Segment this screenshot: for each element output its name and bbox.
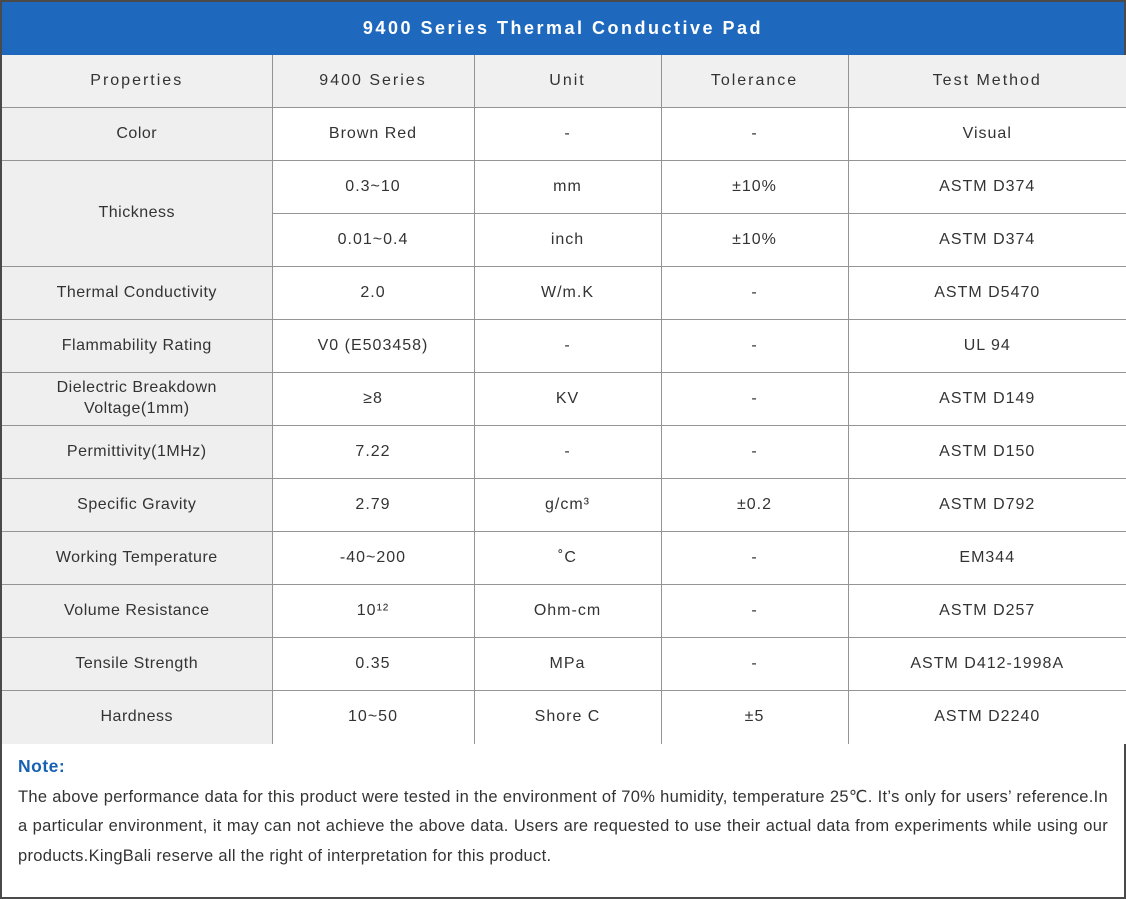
property-cell: Volume Resistance <box>1 584 273 638</box>
test-method-cell: EM344 <box>847 531 1126 585</box>
table-row: Thickness 0.3~10 mm ±10% ASTM D374 <box>1 160 1126 267</box>
unit-cell: ˚C <box>473 531 662 585</box>
header-row: Properties 9400 Series Unit Tolerance Te… <box>1 54 1126 108</box>
property-cell: Thermal Conductivity <box>1 266 273 320</box>
table-row: Color Brown Red - - Visual <box>1 107 1126 161</box>
unit-cell: mm <box>473 160 662 214</box>
series-value-cell: 0.01~0.4 <box>271 213 475 267</box>
tolerance-cell: - <box>660 319 849 373</box>
series-value-cell: 0.3~10 <box>271 160 475 214</box>
tolerance-cell: ±0.2 <box>660 478 849 532</box>
table-row: Thermal Conductivity 2.0 W/m.K - ASTM D5… <box>1 266 1126 320</box>
series-value-cell: 2.79 <box>271 478 475 532</box>
unit-cell: KV <box>473 372 662 426</box>
note-text: The above performance data for this prod… <box>18 787 1108 865</box>
table-row: Dielectric Breakdown Voltage(1mm) ≥8 KV … <box>1 372 1126 426</box>
spec-table: Properties 9400 Series Unit Tolerance Te… <box>1 54 1126 744</box>
table-row: Working Temperature -40~200 ˚C - EM344 <box>1 531 1126 585</box>
page-title: 9400 Series Thermal Conductive Pad <box>362 18 764 38</box>
tolerance-cell: - <box>660 531 849 585</box>
test-method-cell: ASTM D374 <box>847 160 1126 214</box>
test-method-cell: ASTM D412-1998A <box>847 637 1126 691</box>
note-section: Note: The above performance data for thi… <box>2 744 1124 898</box>
unit-cell: - <box>473 425 662 479</box>
test-method-cell: ASTM D150 <box>847 425 1126 479</box>
unit-cell: inch <box>473 213 662 267</box>
test-method-cell: UL 94 <box>847 319 1126 373</box>
tolerance-cell: ±10% <box>660 160 849 214</box>
column-header-tolerance: Tolerance <box>660 54 849 108</box>
tolerance-cell: - <box>660 107 849 161</box>
property-cell: Permittivity(1MHz) <box>1 425 273 479</box>
property-cell: Hardness <box>1 690 273 744</box>
table-row: 0.01~0.4 inch ±10% ASTM D374 <box>2 213 1126 267</box>
table-row: Flammability Rating V0 (E503458) - - UL … <box>1 319 1126 373</box>
test-method-cell: ASTM D149 <box>847 372 1126 426</box>
series-value-cell: -40~200 <box>271 531 475 585</box>
table-row: Specific Gravity 2.79 g/cm³ ±0.2 ASTM D7… <box>1 478 1126 532</box>
tolerance-cell: - <box>660 372 849 426</box>
unit-cell: Ohm-cm <box>473 584 662 638</box>
tolerance-cell: - <box>660 266 849 320</box>
property-cell: Dielectric Breakdown Voltage(1mm) <box>1 372 273 426</box>
test-method-cell: Visual <box>847 107 1126 161</box>
column-header-properties: Properties <box>1 54 273 108</box>
table-row: Tensile Strength 0.35 MPa - ASTM D412-19… <box>1 637 1126 691</box>
unit-cell: g/cm³ <box>473 478 662 532</box>
series-value-cell: ≥8 <box>271 372 475 426</box>
tolerance-cell: - <box>660 637 849 691</box>
table-row: Permittivity(1MHz) 7.22 - - ASTM D150 <box>1 425 1126 479</box>
series-value-cell: V0 (E503458) <box>271 319 475 373</box>
unit-cell: Shore C <box>473 690 662 744</box>
series-value-cell: 7.22 <box>271 425 475 479</box>
table-row: Volume Resistance 10¹² Ohm-cm - ASTM D25… <box>1 584 1126 638</box>
test-method-cell: ASTM D792 <box>847 478 1126 532</box>
property-cell: Working Temperature <box>1 531 273 585</box>
tolerance-cell: - <box>660 584 849 638</box>
title-bar: 9400 Series Thermal Conductive Pad <box>2 2 1124 55</box>
test-method-cell: ASTM D2240 <box>847 690 1126 744</box>
test-method-cell: ASTM D257 <box>847 584 1126 638</box>
series-value-cell: 10~50 <box>271 690 475 744</box>
unit-cell: - <box>473 319 662 373</box>
column-header-unit: Unit <box>473 54 662 108</box>
property-cell: Tensile Strength <box>1 637 273 691</box>
tolerance-cell: ±10% <box>660 213 849 267</box>
property-cell: Flammability Rating <box>1 319 273 373</box>
series-value-cell: 2.0 <box>271 266 475 320</box>
unit-cell: W/m.K <box>473 266 662 320</box>
table-row: Hardness 10~50 Shore C ±5 ASTM D2240 <box>1 690 1126 744</box>
tolerance-cell: - <box>660 425 849 479</box>
property-cell: Thickness <box>1 160 273 267</box>
series-value-cell: Brown Red <box>271 107 475 161</box>
property-cell: Specific Gravity <box>1 478 273 532</box>
test-method-cell: ASTM D374 <box>847 213 1126 267</box>
series-value-cell: 10¹² <box>271 584 475 638</box>
column-header-series: 9400 Series <box>271 54 475 108</box>
property-cell: Color <box>1 107 273 161</box>
unit-cell: MPa <box>473 637 662 691</box>
column-header-test-method: Test Method <box>847 54 1126 108</box>
series-value-cell: 0.35 <box>271 637 475 691</box>
note-heading: Note: <box>18 755 66 776</box>
tolerance-cell: ±5 <box>660 690 849 744</box>
test-method-cell: ASTM D5470 <box>847 266 1126 320</box>
unit-cell: - <box>473 107 662 161</box>
